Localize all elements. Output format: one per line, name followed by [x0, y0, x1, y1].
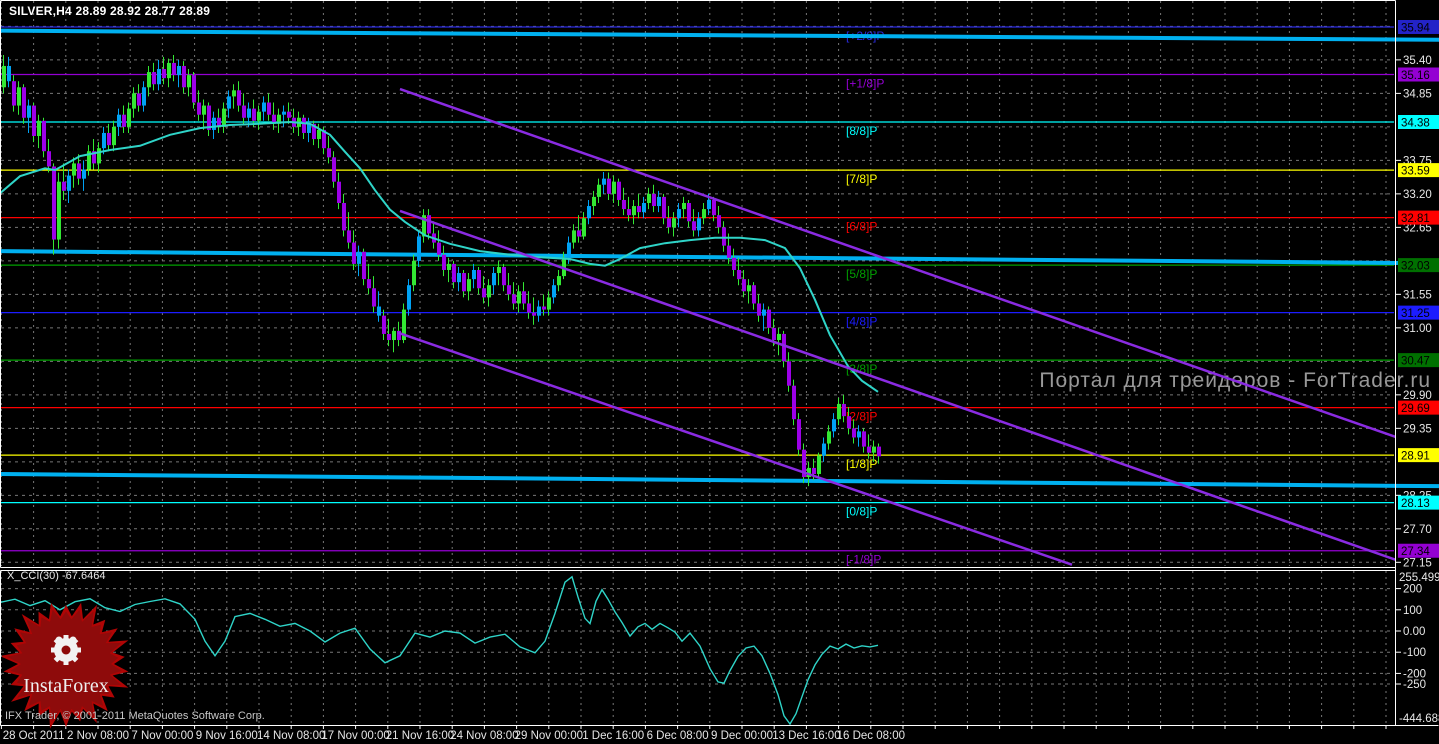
- indicator-label: X_CCI(30) -67.6464: [7, 570, 106, 582]
- time-axis-label: 9 Nov 16:00: [196, 730, 258, 742]
- murrey-label: [-1/8]P: [846, 553, 881, 567]
- price-tick-label: 34.85: [1403, 88, 1432, 100]
- price-badge: [1398, 163, 1439, 178]
- time-axis-label: 21 Nov 16:00: [386, 730, 454, 742]
- logo-text: InstaForex: [23, 675, 109, 697]
- price-badge-value: 32.81: [1401, 213, 1430, 225]
- cci-indicator-line: [1, 575, 879, 725]
- time-axis-label: 14 Nov 08:00: [257, 730, 325, 742]
- price-badge-value: 32.03: [1401, 261, 1430, 273]
- price-badge-value: 34.38: [1401, 118, 1430, 130]
- price-badge: [1398, 495, 1439, 510]
- price-badge: [1398, 543, 1439, 558]
- price-badge: [1398, 448, 1439, 463]
- cci-tick-label: 100: [1403, 605, 1422, 617]
- price-tick-label: 27.15: [1403, 557, 1432, 569]
- cci-tick-label: 0.00: [1403, 626, 1425, 638]
- murrey-label: [+1/8]P: [846, 76, 884, 90]
- gear-icon: [51, 635, 81, 665]
- price-badge-value: 28.91: [1401, 451, 1430, 463]
- price-badge-value: 30.47: [1401, 356, 1430, 368]
- price-badge-value: 27.34: [1401, 546, 1430, 558]
- cci-tick-label: -100: [1403, 647, 1426, 659]
- chart-title-ohlc: SILVER,H4 28.89 28.92 28.77 28.89: [9, 4, 211, 18]
- copyright-text: IFX Trader, © 2001-2011 MetaQuotes Softw…: [5, 710, 265, 722]
- price-badge: [1398, 19, 1439, 34]
- candlesticks: [2, 55, 881, 487]
- time-axis-label: 17 Nov 00:00: [321, 730, 389, 742]
- murrey-label: [7/8]P: [846, 172, 877, 186]
- channel-trendlines[interactable]: [397, 87, 1439, 566]
- price-scale[interactable]: 35.4034.8533.7533.2032.6531.5531.0029.90…: [1396, 19, 1439, 569]
- time-axis-label: 2 Nov 08:00: [67, 730, 129, 742]
- price-badge: [1398, 115, 1439, 129]
- price-badge-value: 28.13: [1401, 498, 1430, 510]
- price-badge: [1398, 258, 1439, 273]
- price-badge-value: 35.16: [1401, 70, 1430, 82]
- murrey-label: [6/8]P: [846, 220, 877, 234]
- price-tick-label: 32.65: [1403, 222, 1432, 234]
- time-axis-label: 13 Dec 16:00: [772, 730, 840, 742]
- cci-tick-label: -200: [1403, 668, 1426, 680]
- cci-tick-label: 200: [1403, 584, 1422, 596]
- price-tick-label: 31.55: [1403, 289, 1432, 301]
- price-tick-label: 27.70: [1403, 524, 1432, 536]
- price-tick-label: 29.35: [1403, 423, 1432, 435]
- price-badge: [1398, 210, 1439, 225]
- cci-range-label: 255.499: [1399, 572, 1439, 584]
- murrey-label: [1/8]P: [846, 457, 877, 471]
- cci-scale[interactable]: 200 100 0.00 -100 -200-250 255.499 -444.688: [1396, 572, 1439, 725]
- time-axis-label: 16 Dec 08:00: [837, 730, 905, 742]
- price-badge: [1398, 400, 1439, 415]
- support-resistance-lines[interactable]: [0, 28, 1439, 489]
- price-tick-label: 33.20: [1403, 189, 1432, 201]
- murrey-label: [8/8]P: [846, 124, 877, 138]
- time-axis-label: 28 Oct 2011: [3, 730, 65, 742]
- price-tick-label: 35.40: [1403, 55, 1432, 67]
- price-badge-value: 29.69: [1401, 403, 1430, 415]
- time-axis[interactable]: 28 Oct 2011 2 Nov 08:00 7 Nov 00:00 9 Nov 1…: [0, 725, 1387, 743]
- price-badge: [1398, 353, 1439, 368]
- murrey-label: [5/8]P: [846, 267, 877, 281]
- time-axis-label: 24 Nov 08:00: [450, 730, 518, 742]
- murrey-lines: [+2/8]P[+1/8]P[8/8]P[7/8]P[6/8]P[5/8]P[4…: [1, 26, 1394, 567]
- grid-lines: [0, 1, 1394, 724]
- price-badge: [1398, 67, 1439, 82]
- time-axis-label: 6 Dec 08:00: [647, 730, 709, 742]
- cci-range-label: -444.688: [1399, 713, 1439, 725]
- murrey-label: [0/8]P: [846, 505, 877, 519]
- logo-starburst-inner: [7, 609, 122, 722]
- price-badge-value: 33.59: [1401, 166, 1430, 178]
- price-badge-value: 31.25: [1401, 308, 1430, 320]
- cci-tick-label: -250: [1403, 679, 1426, 691]
- price-tick-label: 29.90: [1403, 390, 1432, 402]
- time-axis-label: 1 Dec 16:00: [582, 730, 644, 742]
- instaforex-logo: InstaForex: [2, 602, 129, 729]
- chart-objects: [+2/8]P[+1/8]P[8/8]P[7/8]P[6/8]P[5/8]P[4…: [0, 26, 1439, 725]
- price-badge: [1398, 305, 1439, 320]
- murrey-label: [4/8]P: [846, 315, 877, 329]
- price-badge-value: 35.94: [1401, 22, 1430, 34]
- time-axis-label: 29 Nov 00:00: [515, 730, 583, 742]
- moving-average-line: [1, 120, 879, 393]
- time-axis-label: 7 Nov 00:00: [131, 730, 193, 742]
- time-axis-label: 9 Dec 00:00: [711, 730, 773, 742]
- price-tick-label: 31.00: [1403, 323, 1432, 335]
